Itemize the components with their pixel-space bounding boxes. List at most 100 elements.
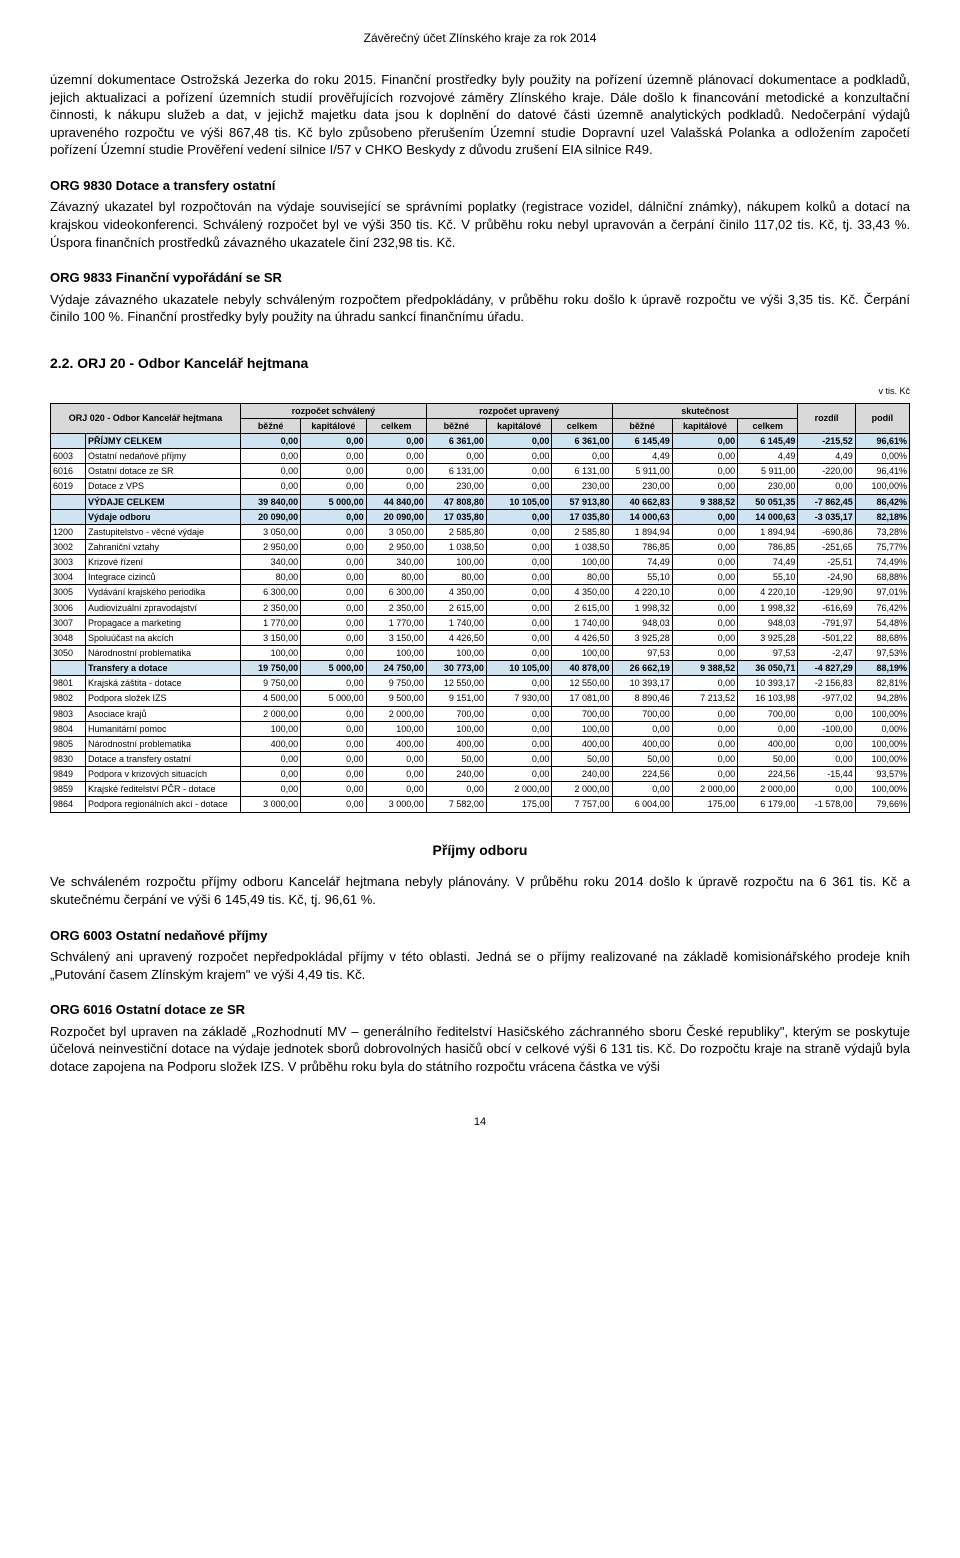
- row-label: Národnostní problematika: [86, 736, 241, 751]
- cell-value: 0,00: [426, 782, 486, 797]
- cell-value: 0,00: [672, 479, 737, 494]
- cell-value: 50,00: [738, 752, 798, 767]
- cell-value: 100,00%: [855, 479, 909, 494]
- cell-value: 57 913,80: [552, 494, 612, 509]
- cell-value: 30 773,00: [426, 661, 486, 676]
- cell-value: 5 000,00: [301, 661, 366, 676]
- header-sub: kapitálové: [672, 418, 737, 433]
- cell-value: 9 151,00: [426, 691, 486, 706]
- cell-value: 0,00: [301, 585, 366, 600]
- cell-value: 0,00: [672, 585, 737, 600]
- row-label: Podpora regionálních akcí - dotace: [86, 797, 241, 812]
- table-row: 9805Národnostní problematika400,000,0040…: [51, 736, 910, 751]
- cell-value: 0,00: [366, 434, 426, 449]
- cell-value: 0,00: [301, 464, 366, 479]
- cell-value: 700,00: [612, 706, 672, 721]
- cell-value: 224,56: [612, 767, 672, 782]
- cell-value: 0,00: [486, 630, 551, 645]
- cell-value: 700,00: [552, 706, 612, 721]
- row-code: 9805: [51, 736, 86, 751]
- cell-value: 1 740,00: [552, 615, 612, 630]
- cell-value: 0,00: [672, 721, 737, 736]
- cell-value: 2 615,00: [426, 600, 486, 615]
- cell-value: 0,00: [241, 434, 301, 449]
- cell-value: 175,00: [672, 797, 737, 812]
- cell-value: 0,00: [301, 752, 366, 767]
- cell-value: 0,00: [301, 736, 366, 751]
- cell-value: 2 350,00: [366, 600, 426, 615]
- cell-value: 0,00: [301, 797, 366, 812]
- cell-value: -4 827,29: [798, 661, 855, 676]
- row-label: Propagace a marketing: [86, 615, 241, 630]
- cell-value: 100,00: [426, 555, 486, 570]
- cell-value: 0,00: [301, 676, 366, 691]
- cell-value: 100,00%: [855, 736, 909, 751]
- cell-value: 0,00: [301, 600, 366, 615]
- cell-value: 55,10: [738, 570, 798, 585]
- cell-value: 0,00%: [855, 721, 909, 736]
- cell-value: -24,90: [798, 570, 855, 585]
- cell-value: 0,00: [301, 555, 366, 570]
- cell-value: 400,00: [612, 736, 672, 751]
- cell-value: 93,57%: [855, 767, 909, 782]
- cell-value: 1 998,32: [612, 600, 672, 615]
- cell-value: 700,00: [426, 706, 486, 721]
- cell-value: 2 000,00: [241, 706, 301, 721]
- row-label: Podpora složek IZS: [86, 691, 241, 706]
- cell-value: 2 000,00: [366, 706, 426, 721]
- row-label: Humanitární pomoc: [86, 721, 241, 736]
- cell-value: 4,49: [738, 449, 798, 464]
- cell-value: 2 350,00: [241, 600, 301, 615]
- cell-value: 1 998,32: [738, 600, 798, 615]
- cell-value: 0,00: [672, 464, 737, 479]
- cell-value: 2 585,80: [426, 524, 486, 539]
- cell-value: 17 035,80: [426, 509, 486, 524]
- table-row: 9864Podpora regionálních akcí - dotace3 …: [51, 797, 910, 812]
- cell-value: 3 150,00: [241, 630, 301, 645]
- table-row: PŘÍJMY CELKEM0,000,000,006 361,000,006 3…: [51, 434, 910, 449]
- row-code: 9859: [51, 782, 86, 797]
- row-label: Výdaje odboru: [86, 509, 241, 524]
- row-label: Krajská záštita - dotace: [86, 676, 241, 691]
- table-row: Výdaje odboru20 090,000,0020 090,0017 03…: [51, 509, 910, 524]
- cell-value: 0,00: [486, 676, 551, 691]
- cell-value: 100,00: [552, 555, 612, 570]
- cell-value: 100,00: [241, 646, 301, 661]
- cell-value: 100,00: [426, 646, 486, 661]
- cell-value: 1 770,00: [366, 615, 426, 630]
- cell-value: 0,00: [486, 721, 551, 736]
- cell-value: 0,00: [672, 676, 737, 691]
- cell-value: 74,49: [738, 555, 798, 570]
- cell-value: 79,66%: [855, 797, 909, 812]
- cell-value: 7 930,00: [486, 691, 551, 706]
- header-sub: kapitálové: [486, 418, 551, 433]
- cell-value: 0,00: [486, 752, 551, 767]
- cell-value: 0,00: [301, 615, 366, 630]
- cell-value: -977,02: [798, 691, 855, 706]
- cell-value: 0,00: [672, 706, 737, 721]
- cell-value: 0,00: [612, 782, 672, 797]
- unit-label: v tis. Kč: [50, 385, 910, 397]
- cell-value: 0,00: [366, 767, 426, 782]
- cell-value: 3 925,28: [738, 630, 798, 645]
- cell-value: 4 350,00: [552, 585, 612, 600]
- cell-value: 0,00: [486, 600, 551, 615]
- cell-value: 0,00: [301, 767, 366, 782]
- cell-value: 86,42%: [855, 494, 909, 509]
- cell-value: 0,00: [486, 434, 551, 449]
- table-row: 6016Ostatní dotace ze SR0,000,000,006 13…: [51, 464, 910, 479]
- header-sub: kapitálové: [301, 418, 366, 433]
- cell-value: 0,00: [738, 721, 798, 736]
- section-9830: ORG 9830 Dotace a transfery ostatní Záva…: [50, 177, 910, 251]
- cell-value: 80,00: [366, 570, 426, 585]
- cell-value: 20 090,00: [241, 509, 301, 524]
- table-row: 9804Humanitární pomoc100,000,00100,00100…: [51, 721, 910, 736]
- income-heading: Příjmy odboru: [50, 841, 910, 860]
- cell-value: 0,00: [241, 767, 301, 782]
- cell-value: 4 350,00: [426, 585, 486, 600]
- cell-value: -791,97: [798, 615, 855, 630]
- cell-value: 2 000,00: [552, 782, 612, 797]
- table-row: 9802Podpora složek IZS4 500,005 000,009 …: [51, 691, 910, 706]
- cell-value: 0,00: [241, 752, 301, 767]
- cell-value: 100,00: [366, 646, 426, 661]
